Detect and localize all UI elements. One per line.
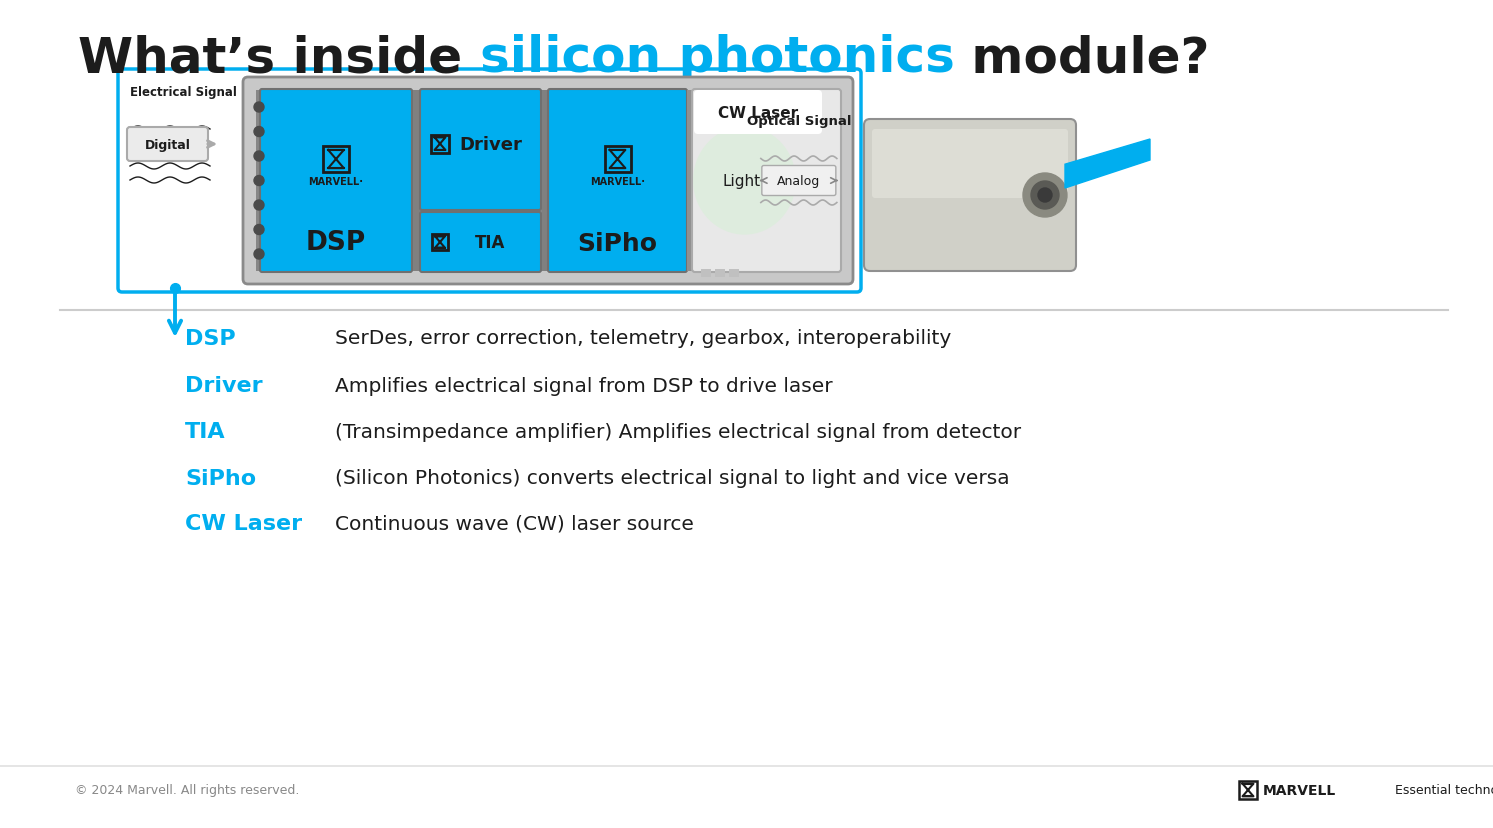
FancyBboxPatch shape (420, 213, 540, 272)
Circle shape (1038, 189, 1053, 203)
FancyBboxPatch shape (260, 90, 412, 272)
Bar (542, 91, 552, 272)
FancyBboxPatch shape (548, 90, 687, 272)
Bar (1239, 781, 1257, 799)
Text: Light: Light (723, 174, 760, 189)
Bar (729, 270, 739, 277)
Text: MARVELL·: MARVELL· (309, 177, 363, 187)
FancyBboxPatch shape (691, 90, 841, 272)
Text: CW Laser: CW Laser (718, 105, 799, 120)
Bar (715, 270, 726, 277)
Text: © 2024 Marvell. All rights reserved.: © 2024 Marvell. All rights reserved. (75, 783, 300, 797)
Bar (431, 136, 449, 153)
FancyBboxPatch shape (872, 130, 1067, 199)
Text: Optical Signal: Optical Signal (746, 114, 851, 128)
Text: SiPho: SiPho (578, 232, 657, 256)
Text: Analog: Analog (778, 175, 821, 188)
FancyBboxPatch shape (420, 90, 540, 211)
Text: TIA: TIA (185, 421, 225, 441)
Circle shape (1023, 174, 1067, 218)
Text: SiPho: SiPho (185, 469, 257, 489)
Bar (605, 147, 630, 173)
Text: Driver: Driver (458, 136, 523, 153)
Bar (255, 91, 841, 272)
Circle shape (254, 225, 264, 235)
Text: (Transimpedance amplifier) Amplifies electrical signal from detector: (Transimpedance amplifier) Amplifies ele… (334, 422, 1021, 441)
Circle shape (254, 128, 264, 137)
Text: CW Laser: CW Laser (185, 513, 302, 533)
Circle shape (254, 152, 264, 161)
Text: Driver: Driver (185, 376, 263, 396)
Circle shape (1032, 182, 1059, 209)
Text: What’s inside: What’s inside (78, 34, 479, 82)
Bar (322, 147, 349, 173)
Text: MARVELL: MARVELL (1263, 783, 1336, 797)
Text: SerDes, error correction, telemetry, gearbox, interoperability: SerDes, error correction, telemetry, gea… (334, 329, 951, 348)
Circle shape (254, 103, 264, 113)
Bar (414, 91, 423, 272)
Bar (702, 270, 711, 277)
Circle shape (254, 250, 264, 260)
FancyBboxPatch shape (243, 78, 853, 285)
Text: Amplifies electrical signal from DSP to drive laser: Amplifies electrical signal from DSP to … (334, 376, 833, 395)
FancyBboxPatch shape (864, 120, 1076, 272)
Text: MARVELL·: MARVELL· (590, 177, 645, 187)
Text: (Silicon Photonics) converts electrical signal to light and vice versa: (Silicon Photonics) converts electrical … (334, 469, 1009, 488)
Text: silicon photonics: silicon photonics (479, 34, 954, 82)
Polygon shape (1065, 140, 1150, 189)
Text: TIA: TIA (475, 233, 506, 252)
FancyBboxPatch shape (694, 91, 823, 135)
Text: DSP: DSP (306, 229, 366, 256)
FancyBboxPatch shape (127, 128, 208, 161)
FancyBboxPatch shape (118, 70, 861, 292)
Circle shape (254, 176, 264, 186)
Text: Continuous wave (CW) laser source: Continuous wave (CW) laser source (334, 514, 694, 533)
Circle shape (254, 200, 264, 211)
Bar (687, 91, 693, 272)
Text: Digital: Digital (145, 138, 191, 152)
Text: Electrical Signal: Electrical Signal (130, 86, 237, 99)
Text: DSP: DSP (185, 329, 236, 349)
Ellipse shape (693, 128, 796, 235)
Bar (431, 234, 448, 251)
Text: Essential technology, done right™: Essential technology, done right™ (1394, 783, 1493, 797)
FancyBboxPatch shape (761, 166, 836, 196)
Text: module?: module? (954, 34, 1209, 82)
